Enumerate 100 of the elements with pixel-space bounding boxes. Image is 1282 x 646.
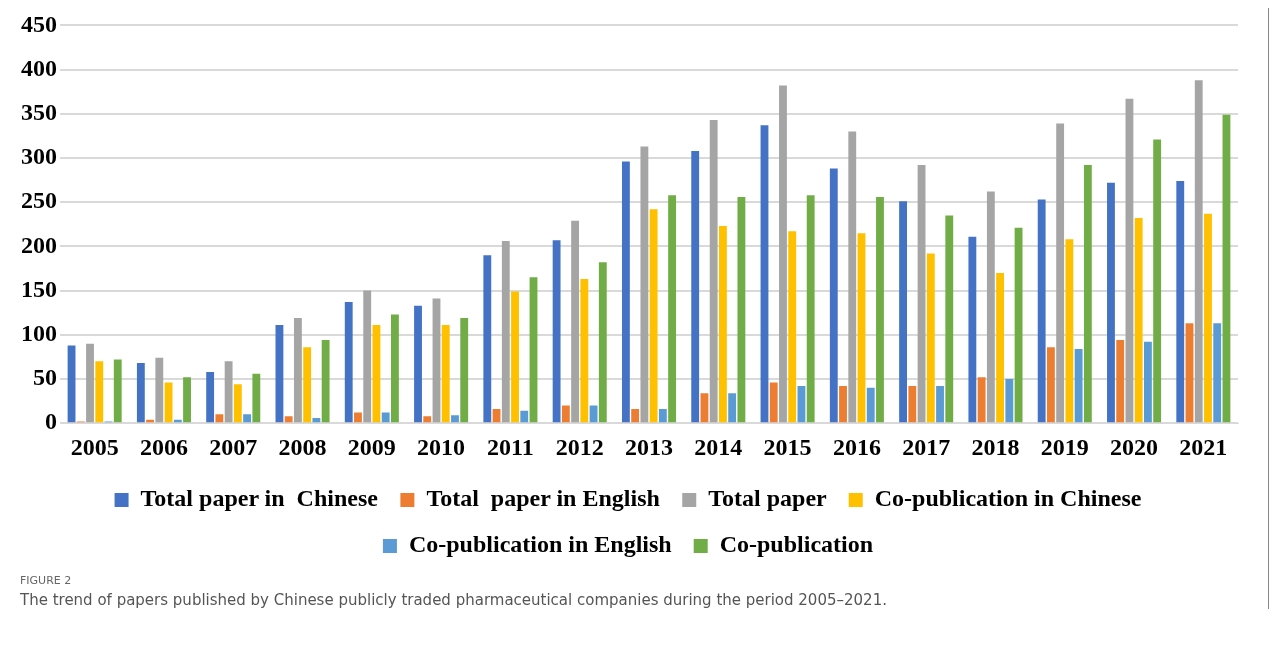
y-tick-label: 250 bbox=[21, 187, 57, 214]
bar bbox=[876, 196, 884, 423]
bar bbox=[451, 415, 459, 423]
y-tick-label: 450 bbox=[21, 10, 57, 37]
bar bbox=[233, 384, 242, 423]
bar bbox=[441, 325, 450, 423]
bar bbox=[779, 85, 787, 423]
bar bbox=[354, 412, 362, 423]
bar bbox=[737, 196, 746, 423]
bar bbox=[1134, 218, 1143, 423]
bar bbox=[658, 409, 667, 423]
y-tick-label: 50 bbox=[33, 364, 57, 391]
bar bbox=[363, 290, 372, 423]
bar bbox=[86, 343, 94, 423]
legend-label: Co-publication in English bbox=[408, 531, 672, 558]
x-tick-label: 2021 bbox=[1179, 433, 1228, 460]
bar bbox=[1213, 323, 1222, 423]
text: The trend of papers published by Chinese publicly traded pharmaceutical companies during the period 2005–2021. bbox=[20, 591, 888, 609]
bar bbox=[1194, 80, 1203, 423]
x-tick-label: 2015 bbox=[763, 433, 812, 460]
legend-label: Co-publication in Chinese bbox=[874, 485, 1142, 512]
y-tick-label: 150 bbox=[21, 275, 57, 302]
bar bbox=[621, 161, 630, 423]
bar bbox=[977, 377, 986, 423]
bar bbox=[996, 272, 1005, 423]
bar bbox=[113, 359, 122, 423]
bar bbox=[155, 357, 164, 423]
bar bbox=[1107, 182, 1115, 423]
x-tick-label: 2014 bbox=[694, 433, 743, 460]
bar bbox=[483, 255, 492, 423]
x-tick-label: 2020 bbox=[1110, 433, 1159, 460]
bar bbox=[839, 386, 847, 423]
bar bbox=[986, 191, 995, 423]
bar bbox=[215, 414, 224, 423]
bar bbox=[926, 253, 935, 423]
bar bbox=[728, 393, 737, 423]
bar bbox=[1037, 199, 1046, 423]
x-tick-label: 2018 bbox=[971, 433, 1020, 460]
bar bbox=[1116, 340, 1125, 423]
x-tick-label: 2012 bbox=[555, 433, 604, 460]
bar bbox=[423, 416, 432, 423]
bar bbox=[899, 201, 908, 423]
bar bbox=[806, 195, 815, 423]
x-tick-label: 2006 bbox=[139, 433, 188, 460]
bar bbox=[848, 131, 857, 423]
x-tick-label: 2007 bbox=[209, 433, 258, 460]
bar bbox=[321, 340, 330, 423]
bar bbox=[206, 371, 215, 423]
legend-label: Total paper in Chinese bbox=[140, 485, 379, 512]
bar bbox=[936, 386, 944, 423]
bar bbox=[136, 363, 145, 423]
legend-label: Total paper in English bbox=[426, 485, 660, 512]
bar bbox=[631, 409, 640, 423]
bar bbox=[1056, 123, 1065, 423]
bar bbox=[1046, 347, 1055, 423]
bar bbox=[183, 377, 191, 423]
bar bbox=[691, 150, 700, 423]
y-tick-label: 0 bbox=[45, 408, 57, 435]
bar bbox=[649, 209, 658, 423]
bar bbox=[344, 302, 353, 423]
bar bbox=[718, 226, 727, 423]
bar bbox=[552, 240, 561, 423]
bar bbox=[95, 361, 104, 423]
bar bbox=[866, 387, 875, 423]
bar bbox=[1176, 180, 1185, 423]
bar bbox=[908, 386, 917, 423]
bar bbox=[598, 262, 607, 423]
bar bbox=[1005, 379, 1014, 423]
y-tick-label: 400 bbox=[21, 54, 57, 81]
bar bbox=[391, 314, 399, 423]
x-tick-label: 2016 bbox=[832, 433, 881, 460]
bar bbox=[580, 279, 589, 423]
bar bbox=[414, 305, 422, 423]
bar bbox=[561, 405, 570, 423]
bar bbox=[1083, 165, 1092, 423]
bar bbox=[668, 195, 677, 423]
y-tick-label: 200 bbox=[21, 231, 57, 258]
bar bbox=[520, 410, 529, 423]
y-tick-label: 300 bbox=[21, 143, 57, 170]
bar bbox=[284, 416, 293, 423]
bar bbox=[709, 119, 718, 423]
bar bbox=[511, 291, 519, 423]
x-tick-label: 2005 bbox=[70, 433, 119, 460]
bar bbox=[243, 414, 252, 423]
bar bbox=[640, 146, 649, 423]
bar bbox=[1065, 239, 1074, 423]
legend-label: Total paper bbox=[708, 485, 828, 512]
bar bbox=[1074, 348, 1083, 423]
bar bbox=[303, 347, 312, 423]
legend-label: Co-publication bbox=[719, 531, 874, 558]
x-tick-label: 2013 bbox=[625, 433, 673, 460]
bar bbox=[224, 361, 233, 423]
bar bbox=[1143, 341, 1152, 423]
x-tick-label: 2017 bbox=[902, 433, 951, 460]
bar bbox=[571, 220, 580, 423]
bar bbox=[1204, 213, 1212, 423]
x-tick-label: 2011 bbox=[487, 433, 534, 460]
bar bbox=[460, 318, 469, 423]
bar bbox=[252, 373, 261, 423]
x-tick-label: 2009 bbox=[347, 433, 396, 460]
